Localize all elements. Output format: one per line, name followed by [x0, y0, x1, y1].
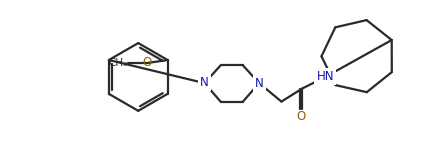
Text: N: N	[200, 76, 209, 89]
Text: N: N	[255, 77, 264, 90]
Text: CH₃: CH₃	[108, 58, 127, 68]
Text: O: O	[297, 110, 306, 123]
Text: O: O	[142, 56, 152, 69]
Text: HN: HN	[317, 70, 334, 83]
